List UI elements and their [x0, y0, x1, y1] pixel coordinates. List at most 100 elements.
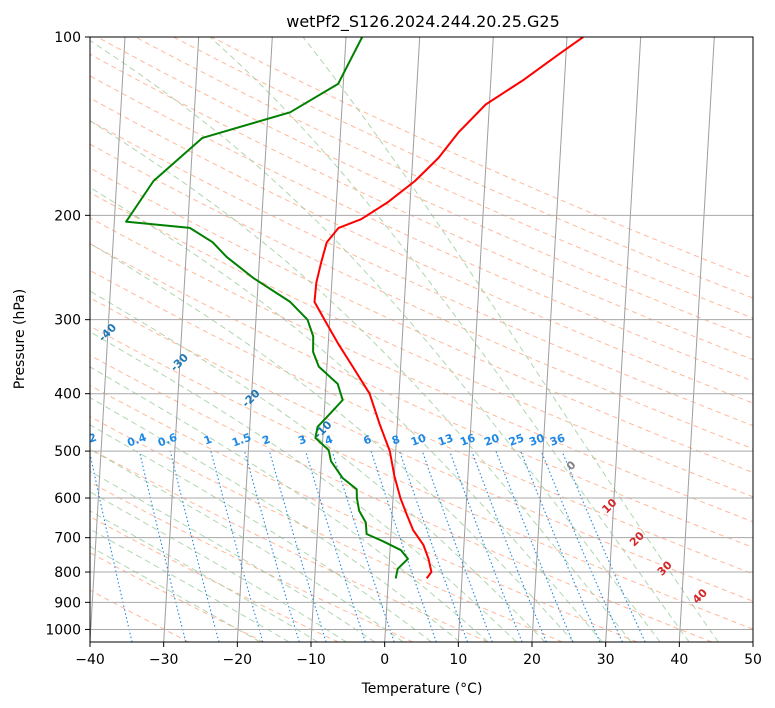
mixing-ratio-line: [561, 450, 646, 642]
dry-adiabat-line: [90, 143, 753, 450]
mixing-ratio-line: [90, 451, 133, 642]
dry-adiabat-line: [90, 53, 753, 361]
dry-adiabat-line: [90, 552, 264, 642]
mixing-ratio-label: 0.4: [125, 431, 148, 450]
x-tick-label: 20: [523, 652, 541, 668]
isotherm-line: [90, 37, 126, 642]
dry-adiabat-line: [90, 481, 414, 642]
plot-background: [90, 37, 753, 642]
moist-adiabat-line: [90, 331, 517, 642]
moist-adiabat-line: [90, 470, 376, 642]
moist-adiabat-label: 0: [564, 458, 579, 473]
mixing-ratio-label: 1: [202, 433, 214, 448]
mixing-ratio-label: 0.2: [76, 431, 99, 450]
moist-adiabat-line: [209, 37, 690, 642]
mixing-ratio-label: 3: [296, 433, 308, 448]
moist-adiabat-label: 20: [627, 529, 647, 549]
moist-adiabat-line: [302, 37, 719, 642]
x-axis-title: Temperature (°C): [361, 681, 483, 697]
moist-adiabat-line: [90, 545, 261, 642]
mixing-ratio-label: 6: [362, 433, 374, 448]
mixing-ratio-label: 4: [323, 433, 335, 448]
dry-adiabat-line: [96, 37, 753, 340]
dry-adiabat-line: [90, 167, 753, 474]
mixing-ratio-label: 30: [527, 431, 546, 449]
isotherm-label: -50: [25, 278, 48, 301]
isotherm-label: -20: [239, 387, 262, 410]
mixing-ratio-line: [138, 450, 187, 642]
dewpoint-profile-line: [125, 37, 409, 579]
y-tick-label: 900: [54, 595, 81, 611]
moist-adiabat-line: [90, 424, 432, 642]
x-axis-ticks: −40 −30 −20 −10 0 10 20 30 40 50: [75, 642, 762, 668]
x-tick-label: −40: [75, 652, 105, 668]
mixing-ratio-line: [244, 450, 300, 642]
isotherm-line: [605, 37, 642, 642]
moist-adiabat-line: [90, 528, 290, 642]
dry-adiabat-line: [90, 97, 753, 404]
mixing-ratio-label: 0.6: [156, 431, 179, 450]
moist-adiabat-line: [90, 186, 603, 642]
mixing-ratio-label: 13: [436, 431, 455, 448]
mixing-ratio-line: [305, 450, 366, 642]
mixing-ratio-line: [540, 450, 623, 642]
moist-adiabat-line: [90, 366, 489, 642]
x-tick-label: −10: [296, 652, 326, 668]
y-tick-label: 200: [54, 208, 81, 224]
dry-adiabat-line: [90, 297, 753, 602]
mixing-ratio-line: [268, 450, 327, 642]
isotherm-line: [531, 37, 568, 642]
mixing-ratio-line: [210, 450, 264, 642]
dry-adiabat-line: [90, 120, 753, 427]
y-tick-label: 300: [54, 313, 81, 329]
temperature-profile-line: [313, 37, 584, 579]
dry-adiabat-line: [90, 325, 753, 630]
moist-adiabat-line: [90, 510, 319, 642]
y-axis-title: Pressure (hPa): [12, 289, 28, 389]
isotherm-line: [384, 37, 421, 642]
moist-adiabat-line: [90, 448, 404, 642]
isotherm-line: [310, 37, 347, 642]
mixing-ratio-label: 16: [458, 431, 477, 449]
dry-adiabat-line: [90, 217, 753, 523]
x-tick-label: 10: [449, 652, 467, 668]
isotherm-line: [163, 37, 200, 642]
moist-adiabat-label: 40: [690, 586, 710, 606]
x-tick-label: −30: [149, 652, 179, 668]
isotherm-label: -30: [168, 351, 191, 374]
moist-adiabat-line: [90, 39, 661, 642]
y-tick-label: 600: [54, 491, 81, 507]
moist-adiabat-line: [90, 491, 347, 642]
dry-adiabat-line: [90, 243, 753, 549]
dry-adiabat-line: [173, 37, 753, 299]
mixing-ratio-line: [471, 450, 547, 642]
mixing-ratio-label: 25: [507, 431, 526, 448]
y-tick-label: 800: [54, 565, 81, 581]
isotherm-line: [457, 37, 494, 642]
isotherm-line: [752, 633, 753, 642]
dry-adiabat-line: [135, 37, 753, 319]
isotherm-line: [236, 37, 273, 642]
y-tick-label: 1000: [45, 622, 81, 638]
mixing-ratio-label: 36: [548, 431, 567, 449]
mixing-ratio-line: [520, 450, 601, 642]
x-tick-label: −20: [223, 652, 253, 668]
mixing-ratio-line: [449, 450, 523, 642]
y-tick-label: 500: [54, 444, 81, 460]
mixing-ratio-label: 20: [482, 431, 501, 449]
dry-adiabat-line: [90, 354, 712, 642]
dry-adiabat-line: [90, 192, 753, 498]
mixing-ratio-label: 10: [409, 431, 428, 449]
moist-adiabat-label: 10: [599, 496, 619, 516]
mixing-ratio-line: [495, 450, 574, 642]
mixing-ratio-label: 0.1: [29, 431, 52, 450]
x-tick-label: 30: [597, 652, 615, 668]
x-tick-label: 40: [670, 652, 688, 668]
chart-title: wetPf2_S126.2024.244.20.25.G25: [286, 12, 560, 32]
x-tick-label: 0: [380, 652, 389, 668]
dry-adiabat-line: [90, 415, 563, 642]
isotherm-line: [678, 37, 715, 642]
y-tick-label: 700: [54, 531, 81, 547]
moist-adiabat-line: [90, 120, 632, 642]
